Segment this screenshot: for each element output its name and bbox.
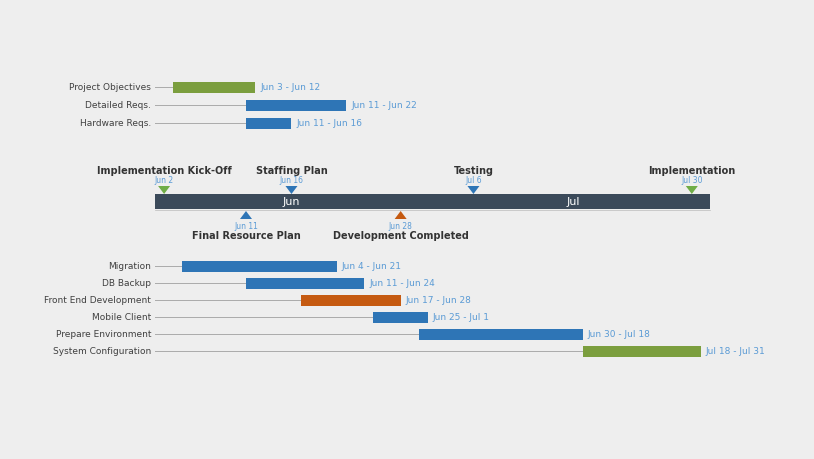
Text: Jul: Jul xyxy=(567,197,580,207)
Text: Project Objectives: Project Objectives xyxy=(69,84,151,92)
Text: Jun 25 - Jul 1: Jun 25 - Jul 1 xyxy=(433,313,490,322)
Text: Jun 11 - Jun 16: Jun 11 - Jun 16 xyxy=(296,119,362,128)
Bar xyxy=(300,295,400,306)
Text: Jun 30 - Jul 18: Jun 30 - Jul 18 xyxy=(588,330,650,339)
Bar xyxy=(182,261,337,272)
Polygon shape xyxy=(467,187,479,195)
Text: Jun 16: Jun 16 xyxy=(279,176,304,185)
Text: Staffing Plan: Staffing Plan xyxy=(256,166,327,176)
Text: Testing: Testing xyxy=(453,166,493,176)
Polygon shape xyxy=(395,212,407,219)
Text: Jun 3 - Jun 12: Jun 3 - Jun 12 xyxy=(260,84,320,92)
Text: Front End Development: Front End Development xyxy=(44,296,151,305)
Text: Jul 6: Jul 6 xyxy=(465,176,482,185)
Bar xyxy=(246,278,364,289)
Text: Jun: Jun xyxy=(282,197,300,207)
Bar xyxy=(173,82,255,93)
Text: Final Resource Plan: Final Resource Plan xyxy=(191,230,300,241)
Text: Jun 11 - Jun 24: Jun 11 - Jun 24 xyxy=(370,279,435,288)
Bar xyxy=(374,312,428,323)
Text: DB Backup: DB Backup xyxy=(102,279,151,288)
Text: Jul 30: Jul 30 xyxy=(681,176,702,185)
Text: System Configuration: System Configuration xyxy=(53,347,151,356)
Text: Jul 18 - Jul 31: Jul 18 - Jul 31 xyxy=(706,347,766,356)
Bar xyxy=(583,346,701,357)
Polygon shape xyxy=(286,187,297,195)
Text: Jun 28: Jun 28 xyxy=(389,222,413,230)
Bar xyxy=(246,100,346,111)
Polygon shape xyxy=(158,187,170,195)
Text: Implementation Kick-Off: Implementation Kick-Off xyxy=(97,166,231,176)
Text: Hardware Reqs.: Hardware Reqs. xyxy=(80,119,151,128)
Text: Mobile Client: Mobile Client xyxy=(92,313,151,322)
Text: Jun 2: Jun 2 xyxy=(155,176,173,185)
Polygon shape xyxy=(240,212,252,219)
Bar xyxy=(155,195,710,210)
Text: Jun 11: Jun 11 xyxy=(234,222,258,230)
Text: Jun 11 - Jun 22: Jun 11 - Jun 22 xyxy=(351,101,417,110)
Bar xyxy=(419,329,583,340)
Text: Jun 4 - Jun 21: Jun 4 - Jun 21 xyxy=(342,262,402,271)
Text: Development Completed: Development Completed xyxy=(333,230,469,241)
Text: Jun 17 - Jun 28: Jun 17 - Jun 28 xyxy=(405,296,471,305)
Text: Implementation: Implementation xyxy=(648,166,735,176)
Text: Detailed Reqs.: Detailed Reqs. xyxy=(85,101,151,110)
Polygon shape xyxy=(686,187,698,195)
Bar xyxy=(246,118,291,129)
Text: Migration: Migration xyxy=(108,262,151,271)
Text: Prepare Environment: Prepare Environment xyxy=(55,330,151,339)
